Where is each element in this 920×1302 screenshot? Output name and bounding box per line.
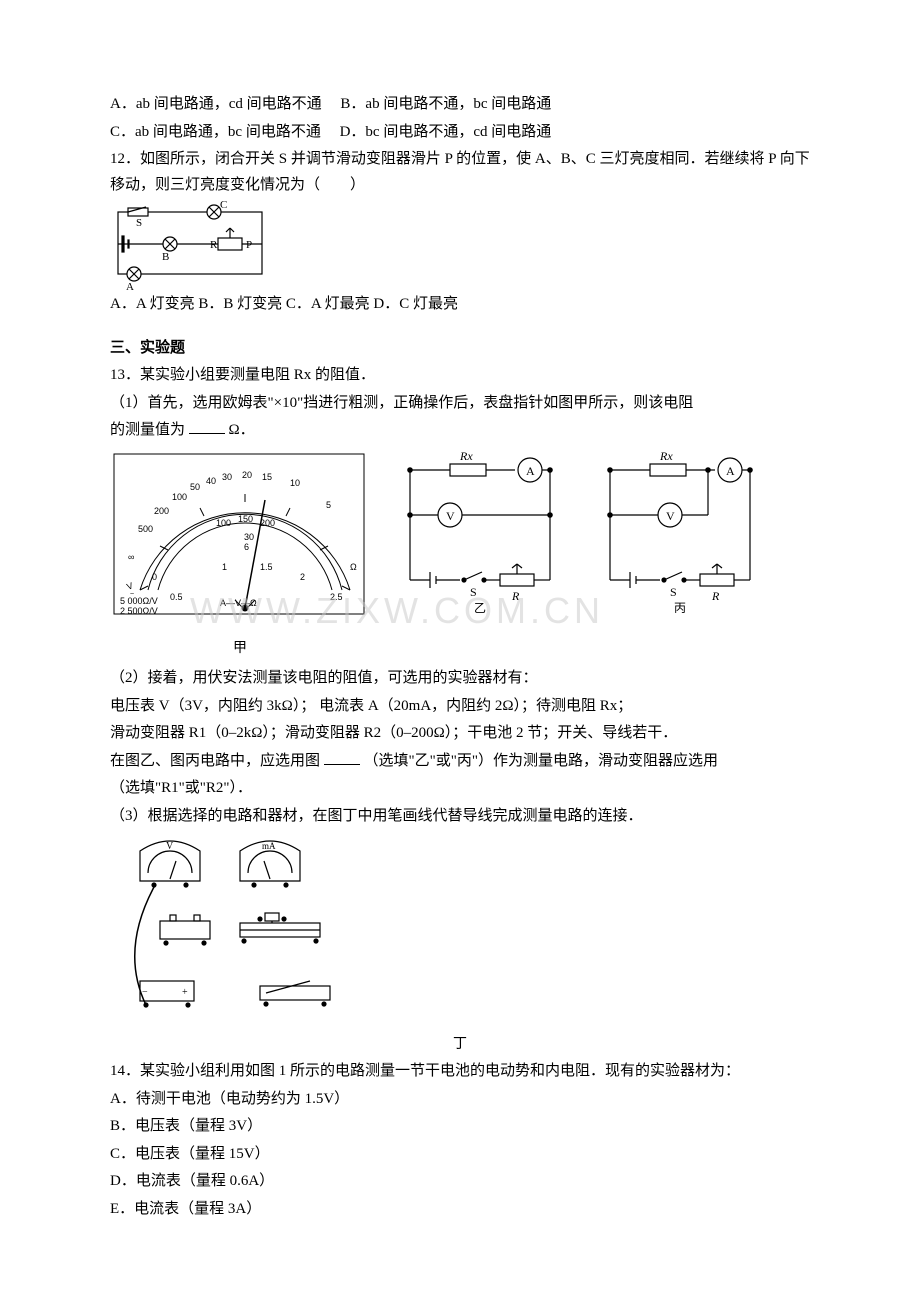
q12-stem: 12．如图所示，闭合开关 S 并调节滑动变阻器滑片 P 的位置，使 A、B、C … — [110, 147, 810, 198]
svg-text:150: 150 — [238, 514, 253, 524]
q14-item-d: D．电流表（量程 0.6A） — [110, 1169, 810, 1195]
svg-text:V: V — [446, 509, 455, 523]
q14-item-a: A．待测干电池（电动势约为 1.5V） — [110, 1087, 810, 1113]
q13-wiring-figure: V mA − + 丁 — [110, 831, 810, 1057]
svg-text:A: A — [126, 281, 134, 290]
q13-blank1 — [189, 433, 225, 434]
svg-text:2 500Ω/V: 2 500Ω/V — [120, 606, 158, 616]
svg-text:100: 100 — [172, 492, 187, 502]
q13-apparatus1: 电压表 V（3V，内阻约 3kΩ）； 电流表 A（20mA，内阻约 2Ω）；待测… — [110, 694, 810, 720]
svg-text:丙: 丙 — [674, 601, 686, 615]
q13-meter-figure: ∞ 500 200 100 50 40 30 20 15 10 5 Ω 0 10… — [110, 450, 370, 661]
svg-text:P: P — [246, 239, 252, 251]
q14-item-b: B．电压表（量程 3V） — [110, 1114, 810, 1140]
q14-item-c: C．电压表（量程 15V） — [110, 1142, 810, 1168]
svg-text:+: + — [182, 987, 188, 998]
q13-stem: 13．某实验小组要测量电阻 Rx 的阻值． — [110, 363, 810, 389]
svg-text:R: R — [511, 589, 520, 603]
svg-text:S: S — [136, 217, 142, 229]
q11-choice-b: B．ab 间电路不通，bc 间电路通 — [340, 96, 551, 112]
q13-part2-q1b: （选填"乙"或"丙"）作为测量电路，滑动变阻器应选用 — [364, 753, 719, 769]
q13-apparatus2: 滑动变阻器 R1（0–2kΩ）；滑动变阻器 R2（0–200Ω）；干电池 2 节… — [110, 721, 810, 747]
svg-text:20: 20 — [242, 470, 252, 480]
svg-text:6: 6 — [244, 542, 249, 552]
section3-heading: 三、实验题 — [110, 336, 810, 362]
q12-choices: A．A 灯变亮 B．B 灯变亮 C．A 灯最亮 D．C 灯最亮 — [110, 292, 810, 318]
svg-text:200: 200 — [154, 506, 169, 516]
svg-text:50: 50 — [190, 482, 200, 492]
q13-part1b: 的测量值为 — [110, 422, 185, 438]
svg-text:0.5: 0.5 — [170, 592, 183, 602]
svg-text:A—V—Ω: A—V—Ω — [220, 598, 257, 608]
q13-part2-intro: （2）接着，用伏安法测量该电阻的阻值，可选用的实验器材有： — [110, 666, 810, 692]
svg-text:C: C — [220, 200, 227, 211]
q13-wiring-caption: 丁 — [110, 1033, 810, 1057]
svg-text:Ω: Ω — [350, 562, 357, 572]
svg-text:V: V — [666, 509, 675, 523]
q11-choice-a: A．ab 间电路通，cd 间电路不通 — [110, 96, 322, 112]
svg-text:Rx: Rx — [459, 450, 473, 463]
svg-text:A: A — [526, 464, 535, 478]
svg-text:100: 100 — [216, 518, 231, 528]
svg-text:mA: mA — [262, 841, 276, 851]
svg-text:30: 30 — [244, 532, 254, 542]
svg-text:0: 0 — [152, 572, 157, 582]
q13-part3: （3）根据选择的电路和器材，在图丁中用笔画线代替导线完成测量电路的连接． — [110, 804, 810, 830]
q13-part1a: （1）首先，选用欧姆表"×10"挡进行粗测，正确操作后，表盘指针如图甲所示，则该… — [110, 391, 810, 417]
svg-text:B: B — [162, 251, 169, 263]
svg-text:10: 10 — [290, 478, 300, 488]
svg-text:V: V — [166, 841, 174, 852]
svg-text:1.5: 1.5 — [260, 562, 273, 572]
svg-text:30: 30 — [222, 472, 232, 482]
svg-text:∞: ∞ — [128, 552, 134, 562]
q13-circuit-yi: Rx A V S R 乙 — [390, 450, 570, 615]
svg-text:R: R — [210, 239, 218, 251]
q13-part1-unit: Ω． — [229, 422, 255, 438]
q13-part2-q1: 在图乙、图丙电路中，应选用图 — [110, 753, 320, 769]
svg-text:1: 1 — [222, 562, 227, 572]
svg-text:A: A — [726, 464, 735, 478]
svg-text:R: R — [711, 589, 720, 603]
svg-text:S: S — [670, 585, 677, 599]
q11-choice-d: D．bc 间电路不通，cd 间电路通 — [340, 124, 552, 140]
svg-text:5 000Ω/V: 5 000Ω/V — [120, 596, 158, 606]
q13-meter-caption: 甲 — [110, 637, 370, 661]
svg-text:15: 15 — [262, 472, 272, 482]
svg-text:~: ~ — [130, 591, 134, 598]
svg-text:乙: 乙 — [474, 601, 486, 615]
q14-item-e: E．电流表（量程 3A） — [110, 1197, 810, 1223]
q13-circuit-bing: Rx A V S R 丙 — [590, 450, 770, 615]
svg-text:40: 40 — [206, 476, 216, 486]
q12-figure: S C B R P A — [110, 200, 810, 290]
q13-part2-q2: （选填"R1"或"R2"）． — [110, 780, 252, 796]
svg-text:2.5: 2.5 — [330, 592, 343, 602]
q11-choice-c: C．ab 间电路通，bc 间电路不通 — [110, 124, 321, 140]
svg-text:Rx: Rx — [659, 450, 673, 463]
svg-text:500: 500 — [138, 524, 153, 534]
svg-text:2: 2 — [300, 572, 305, 582]
q13-blank2 — [324, 764, 360, 765]
svg-text:S: S — [470, 585, 477, 599]
svg-text:5: 5 — [326, 500, 331, 510]
svg-text:200: 200 — [260, 518, 275, 528]
q14-stem: 14．某实验小组利用如图 1 所示的电路测量一节干电池的电动势和内电阻．现有的实… — [110, 1059, 810, 1085]
